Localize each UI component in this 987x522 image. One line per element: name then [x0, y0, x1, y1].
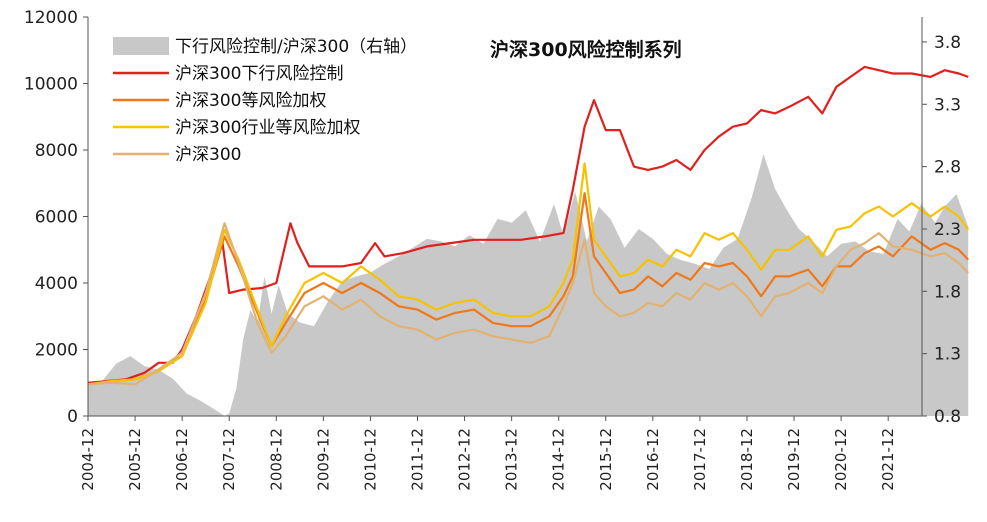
series-line-3: [87, 162, 970, 386]
legend-swatch-0: [113, 37, 169, 55]
y-right-tick-label: 0.8: [934, 407, 961, 427]
series-area-0: [88, 154, 969, 416]
x-tick-label: 2012-12: [456, 428, 474, 491]
x-tick-label: 2010-12: [361, 428, 379, 491]
y-right-tick-label: 1.8: [934, 282, 961, 302]
y-left-tick-label: 12000: [24, 8, 78, 28]
x-tick-label: 2014-12: [550, 428, 568, 491]
legend-label-1: 沪深300下行风险控制: [175, 64, 343, 84]
line-layer: [87, 65, 970, 386]
legend-label-4: 沪深300: [175, 145, 241, 165]
x-tick-label: 2018-12: [738, 428, 756, 491]
x-tick-label: 2007-12: [220, 428, 238, 491]
y-left-tick-label: 4000: [35, 274, 78, 294]
series-line-4: [87, 222, 970, 386]
legend-label-2: 沪深300等风险加权: [175, 91, 326, 111]
x-tick-label: 2016-12: [644, 428, 662, 491]
chart-title: 沪深300风险控制系列: [490, 38, 682, 61]
y-right-tick-label: 2.8: [934, 158, 961, 178]
y-right-tick-label: 1.3: [934, 345, 961, 365]
x-tick-label: 2017-12: [691, 428, 709, 491]
y-right-tick-label: 2.3: [934, 220, 961, 240]
x-tick-label: 2005-12: [126, 428, 144, 491]
legend-label-3: 沪深300行业等风险加权: [175, 118, 360, 138]
area-layer: [88, 154, 969, 416]
x-tick-label: 2011-12: [408, 428, 426, 491]
y-left-tick-label: 8000: [35, 141, 78, 161]
x-tick-label: 2013-12: [503, 428, 521, 491]
y-left-tick-label: 10000: [24, 75, 78, 95]
y-left-tick-label: 0: [67, 407, 78, 427]
y-left-tick-label: 6000: [35, 208, 78, 228]
y-right-tick-label: 3.8: [934, 33, 961, 53]
x-tick-label: 2009-12: [314, 428, 332, 491]
x-tick-label: 2020-12: [832, 428, 850, 491]
x-tick-label: 2021-12: [879, 428, 897, 491]
y-left-tick-label: 2000: [35, 341, 78, 361]
legend: 下行风险控制/沪深300（右轴）沪深300下行风险控制沪深300等风险加权沪深3…: [113, 37, 417, 165]
x-tick-label: 2004-12: [79, 428, 97, 491]
legend-label-0: 下行风险控制/沪深300（右轴）: [175, 37, 417, 57]
y-right-tick-label: 3.3: [934, 95, 961, 115]
x-tick-label: 2008-12: [267, 428, 285, 491]
series-line-1: [87, 65, 969, 384]
axes-layer: 0 2000 4000 6000 8000 10000 12000 0.8 1.3 1.8 2.3 2…: [24, 8, 961, 491]
x-tick-label: 2006-12: [173, 428, 191, 491]
x-tick-label: 2019-12: [785, 428, 803, 491]
x-tick-label: 2015-12: [597, 428, 615, 491]
